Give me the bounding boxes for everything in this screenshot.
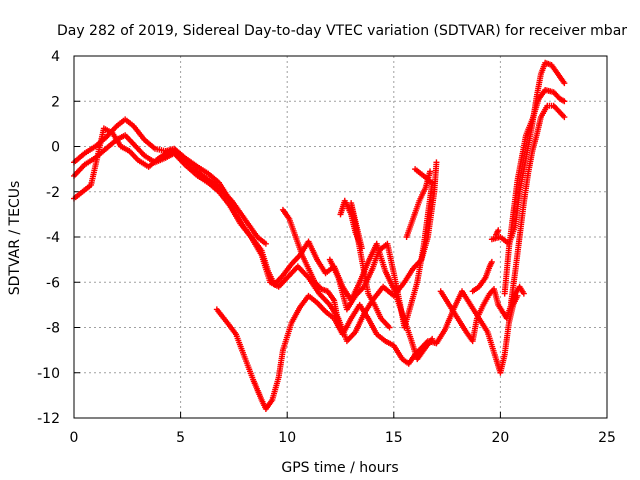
x-tick-label: 15: [385, 430, 403, 446]
y-tick-label: 4: [51, 49, 60, 65]
x-tick-label: 0: [70, 430, 79, 446]
data-point: [386, 324, 393, 331]
chart-title: Day 282 of 2019, Sidereal Day-to-day VTE…: [57, 23, 627, 39]
y-tick-label: -2: [46, 185, 60, 201]
data-point: [488, 258, 495, 265]
x-tick-label: 25: [598, 430, 616, 446]
ticks: 0 5 10 15 20 25 -12 -10 -8 -6 -4 -2 0 2 4: [37, 49, 616, 446]
data-point: [561, 98, 568, 105]
y-tick-label: -12: [37, 411, 60, 427]
grid: [74, 56, 607, 418]
data-point: [520, 290, 527, 297]
data-point: [412, 166, 419, 173]
y-tick-label: -8: [46, 321, 60, 337]
plot-frame: [73, 55, 608, 419]
data-point: [262, 240, 269, 247]
data-point: [433, 159, 440, 166]
data-point: [335, 319, 342, 326]
data-point: [427, 168, 434, 175]
data-point: [495, 227, 502, 234]
y-tick-label: 0: [51, 140, 60, 156]
y-tick-label: -6: [46, 275, 60, 291]
x-tick-label: 5: [176, 430, 185, 446]
y-tick-label: -4: [46, 230, 60, 246]
x-tick-label: 20: [491, 430, 509, 446]
data-point: [561, 80, 568, 87]
data-point: [561, 114, 568, 121]
y-tick-label: -10: [37, 366, 60, 382]
data-points: [71, 59, 568, 412]
y-tick-label: 2: [51, 94, 60, 110]
y-axis-label: SDTVAR / TECUs: [7, 181, 23, 296]
x-tick-label: 10: [278, 430, 296, 446]
x-axis-label: GPS time / hours: [281, 460, 398, 476]
